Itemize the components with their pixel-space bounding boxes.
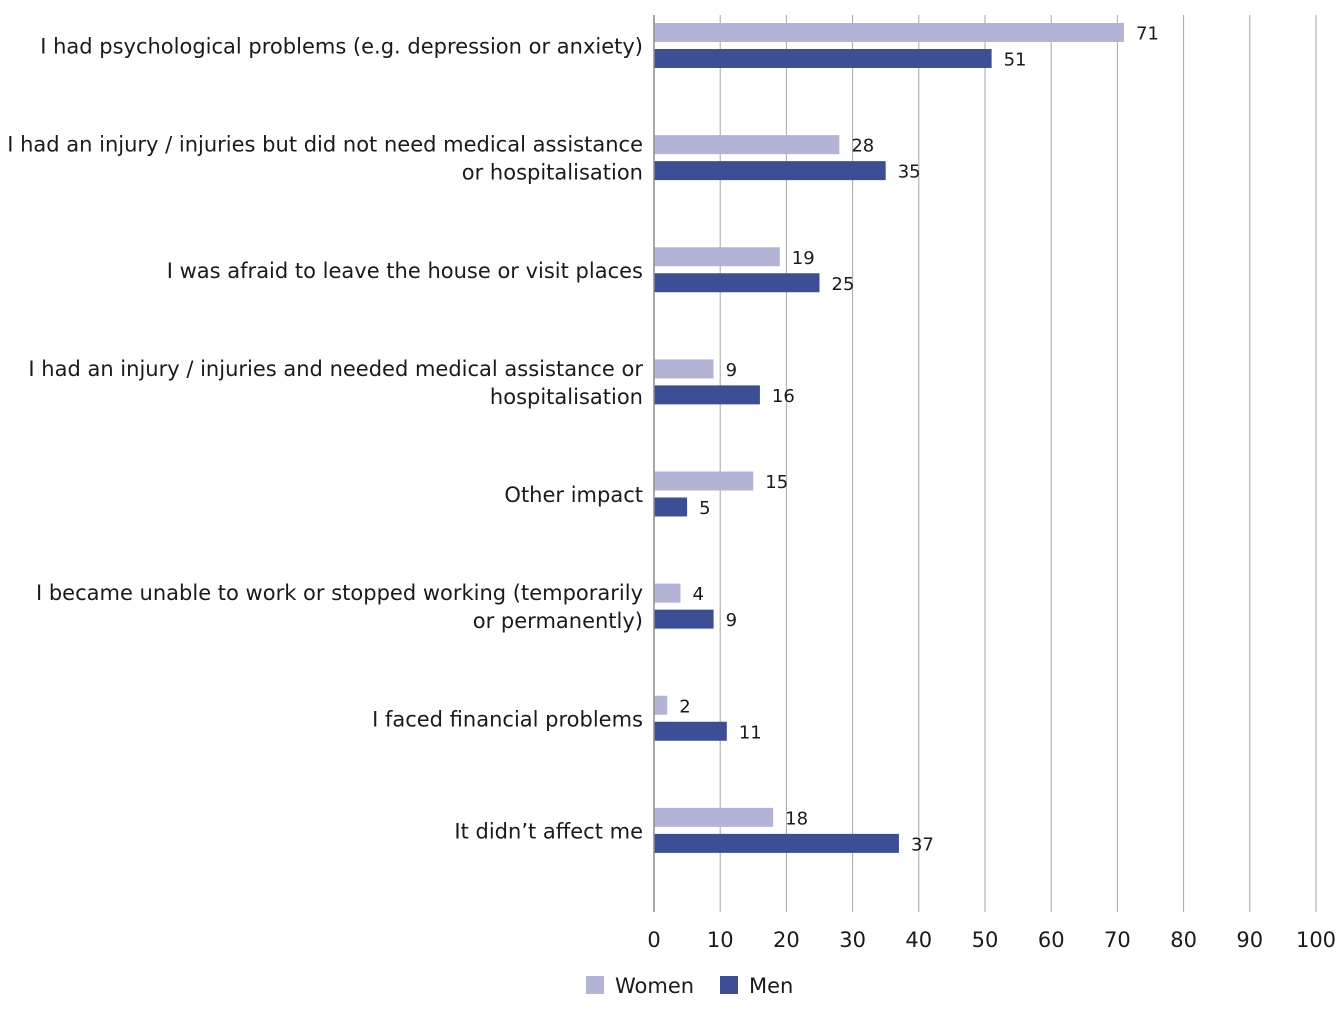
data-label: 51	[1004, 50, 1027, 71]
category-label: I became unable to work or stopped worki…	[36, 581, 643, 633]
data-label: 19	[792, 248, 815, 269]
legend-label-men: Men	[749, 974, 793, 998]
data-label: 4	[692, 584, 703, 605]
bar-men-3	[654, 385, 760, 405]
x-tick-label: 30	[839, 928, 866, 952]
data-label: 11	[739, 722, 762, 743]
bar-women-6	[654, 695, 668, 715]
category-label: I had psychological problems (e.g. depre…	[40, 35, 643, 59]
data-label: 37	[911, 834, 934, 855]
category-label: I had an injury / injuries but did not n…	[7, 133, 643, 185]
bar-men-5	[654, 609, 714, 629]
category-label: I faced financial problems	[372, 707, 643, 731]
category-label: It didn’t affect me	[454, 819, 643, 843]
data-label: 5	[699, 498, 710, 519]
x-tick-label: 0	[647, 928, 660, 952]
x-tick-label: 80	[1170, 928, 1197, 952]
legend-swatch-women	[586, 976, 604, 994]
data-label: 28	[851, 136, 874, 157]
bar-men-1	[654, 161, 886, 181]
category-label: I was afraid to leave the house or visit…	[167, 259, 643, 283]
axes: 0 10 20 30 40 50 60 70 80 90 100	[647, 15, 1336, 952]
bar-men-6	[654, 721, 727, 741]
bar-men-7	[654, 833, 899, 853]
x-tick-label: 90	[1236, 928, 1263, 952]
x-tick-label: 60	[1038, 928, 1065, 952]
bars	[654, 23, 1125, 853]
bar-women-2	[654, 247, 780, 267]
data-label: 71	[1136, 24, 1159, 45]
category-label: I had an injury / injuries and needed me…	[28, 357, 643, 409]
bar-women-1	[654, 135, 840, 155]
data-label: 25	[832, 274, 855, 295]
bar-men-0	[654, 49, 992, 68]
data-label: 35	[898, 162, 921, 183]
x-tick-label: 20	[773, 928, 800, 952]
data-label: 2	[679, 696, 690, 717]
x-tick-label: 100	[1296, 928, 1336, 952]
legend-swatch-men	[720, 976, 738, 994]
x-tick-label: 50	[972, 928, 999, 952]
bar-men-4	[654, 497, 688, 517]
bar-women-5	[654, 583, 681, 603]
bar-women-7	[654, 807, 774, 827]
legend-label-women: Women	[615, 974, 694, 998]
x-tick-label: 70	[1104, 928, 1131, 952]
legend: Women Men	[586, 974, 793, 998]
bar-women-3	[654, 359, 714, 379]
labels: 71 51 I had psychological problems (e.g. d…	[7, 24, 1159, 856]
x-tick-label: 40	[905, 928, 932, 952]
data-label: 9	[726, 360, 737, 381]
data-label: 16	[772, 386, 795, 407]
data-label: 18	[785, 808, 808, 829]
bar-women-4	[654, 471, 754, 491]
bar-men-2	[654, 273, 820, 293]
category-label: Other impact	[504, 483, 643, 507]
bar-women-0	[654, 23, 1125, 42]
data-label: 15	[765, 472, 788, 493]
data-label: 9	[726, 610, 737, 631]
x-tick-label: 10	[707, 928, 734, 952]
